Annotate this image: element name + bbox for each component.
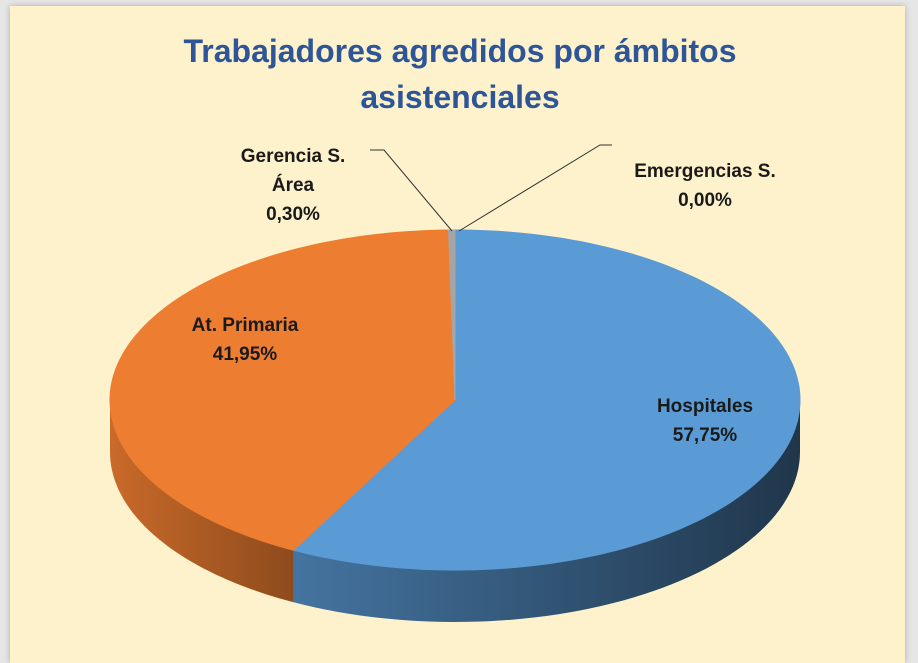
value-label: 0,00%	[678, 190, 732, 211]
data-label: Hospitales 57,75%	[610, 392, 800, 450]
slice-side	[293, 400, 800, 622]
category-label: Emergencias S.	[634, 161, 776, 182]
category-label: Gerencia S. Área	[240, 146, 346, 196]
data-label: At. Primaria 41,95%	[150, 311, 340, 369]
slice	[109, 229, 456, 551]
leader-line	[370, 149, 453, 232]
data-label: Gerencia S. Área 0,30%	[228, 142, 358, 229]
value-label: 57,75%	[672, 425, 738, 446]
category-label: At. Primaria	[191, 315, 299, 336]
leader-line	[458, 144, 612, 232]
value-label: 41,95%	[212, 344, 278, 365]
value-label: 0,30%	[266, 204, 320, 225]
chart-title: Trabajadores agredidos por ámbitos asist…	[183, 33, 737, 115]
slice-side	[110, 400, 294, 603]
category-label: Hospitales	[656, 396, 754, 417]
data-label: Emergencias S. 0,00%	[600, 157, 810, 215]
slice	[292, 229, 801, 571]
